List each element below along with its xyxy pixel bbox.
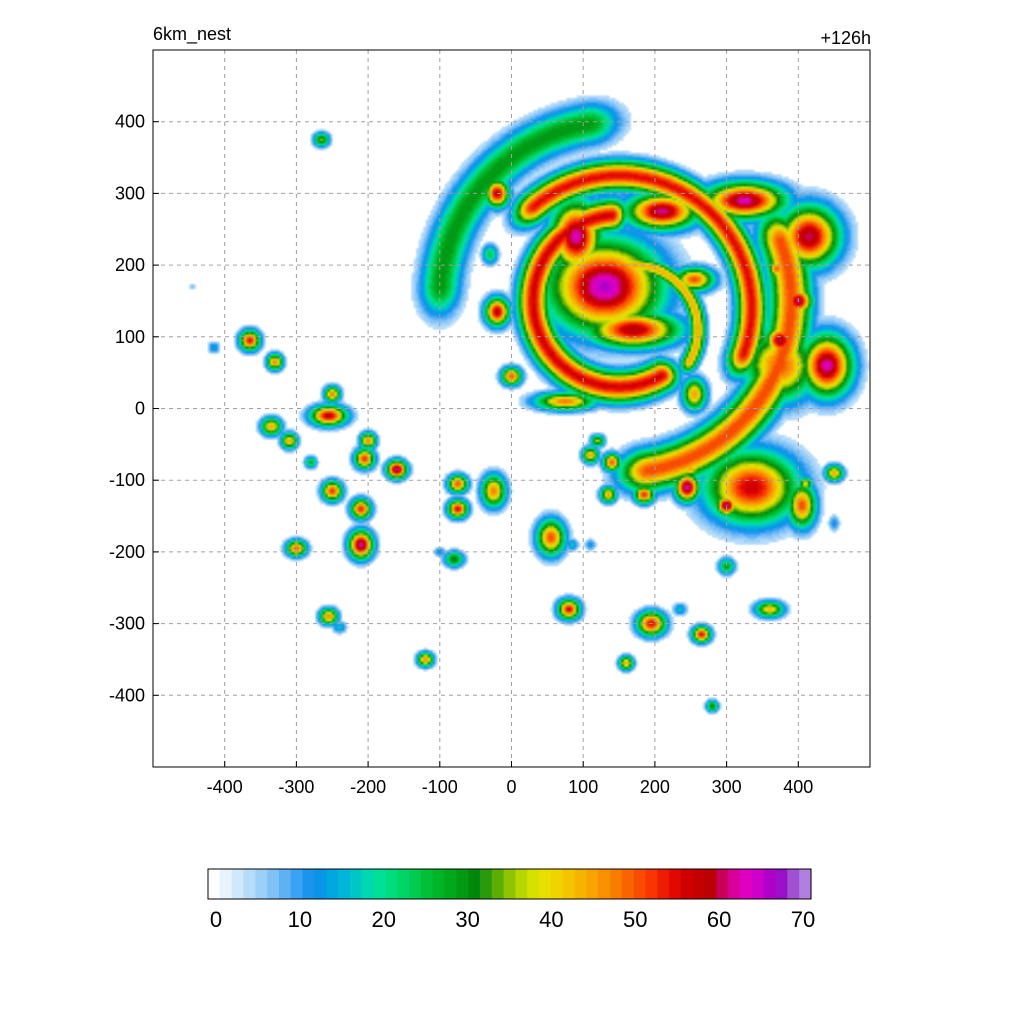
colorbar-swatch-20 bbox=[444, 869, 457, 899]
y-tick-label-0: 400 bbox=[115, 112, 145, 132]
colorbar-swatch-39 bbox=[669, 869, 682, 899]
y-tick-label-4: 0 bbox=[135, 399, 145, 419]
colorbar-swatch-8 bbox=[302, 869, 316, 899]
colorbar-swatch-10 bbox=[326, 869, 339, 899]
colorbar-swatch-2 bbox=[231, 869, 245, 899]
x-tick-label-7: 300 bbox=[712, 777, 742, 797]
colorbar-swatch-16 bbox=[397, 869, 410, 899]
y-tick-label-7: -300 bbox=[109, 614, 145, 634]
colorbar-swatch-4 bbox=[255, 869, 268, 899]
colorbar-swatch-9 bbox=[314, 869, 327, 899]
colorbar-swatch-12 bbox=[349, 869, 363, 899]
colorbar-swatch-31 bbox=[574, 869, 587, 899]
reflectivity-field bbox=[153, 50, 870, 767]
colorbar-label-1: 10 bbox=[288, 907, 312, 932]
colorbar-frame bbox=[207, 868, 812, 900]
colorbar-label-0: 0 bbox=[210, 907, 222, 932]
colorbar-swatch-6 bbox=[278, 869, 292, 899]
colorbar-swatch-32 bbox=[586, 869, 599, 899]
x-axis: -400 -300 -200 -100 0 100 200 300 400 bbox=[207, 761, 813, 797]
colorbar-swatch-33 bbox=[598, 869, 611, 899]
colorbar-swatch-19 bbox=[432, 869, 446, 899]
colorbar-swatch-48 bbox=[775, 869, 788, 899]
colorbar-swatch-44 bbox=[728, 869, 741, 899]
colorbar-label-2: 20 bbox=[371, 907, 395, 932]
colorbar-swatch-24 bbox=[491, 869, 505, 899]
colorbar-swatch-37 bbox=[645, 869, 658, 899]
x-tick-label-4: 0 bbox=[506, 777, 516, 797]
colorbar-swatch-41 bbox=[692, 869, 706, 899]
colorbar-swatch-46 bbox=[751, 869, 765, 899]
colorbar-swatch-7 bbox=[290, 869, 304, 899]
y-tick-label-5: -100 bbox=[109, 470, 145, 490]
colorbar-label-6: 60 bbox=[707, 907, 731, 932]
colorbar-swatch-50 bbox=[799, 869, 812, 899]
y-tick-label-1: 300 bbox=[115, 183, 145, 203]
colorbar-swatch-3 bbox=[243, 869, 256, 899]
colorbar-swatch-38 bbox=[657, 869, 670, 899]
x-tick-label-1: -300 bbox=[278, 777, 314, 797]
colorbar-swatch-25 bbox=[503, 869, 517, 899]
y-tick-label-2: 200 bbox=[115, 255, 145, 275]
colorbar-swatch-30 bbox=[562, 869, 576, 899]
y-tick-label-3: 100 bbox=[115, 327, 145, 347]
colorbar-swatch-22 bbox=[468, 869, 481, 899]
colorbar-swatch-26 bbox=[515, 869, 528, 899]
x-tick-label-3: -100 bbox=[422, 777, 458, 797]
colorbar-swatch-5 bbox=[267, 869, 280, 899]
colorbar-swatch-14 bbox=[373, 869, 386, 899]
colorbar-swatch-35 bbox=[621, 869, 635, 899]
colorbar-swatch-1 bbox=[219, 869, 233, 899]
colorbar: 0 10 20 30 40 50 60 70 bbox=[207, 868, 815, 932]
colorbar-label-3: 30 bbox=[455, 907, 479, 932]
colorbar-swatch-42 bbox=[704, 869, 718, 899]
colorbar-swatch-28 bbox=[539, 869, 552, 899]
colorbar-swatch-40 bbox=[680, 869, 694, 899]
colorbar-swatch-0 bbox=[208, 869, 221, 899]
colorbar-label-5: 50 bbox=[623, 907, 647, 932]
x-tick-label-0: -400 bbox=[207, 777, 243, 797]
y-axis: 400 300 200 100 0 -100 -200 -300 -400 bbox=[109, 112, 159, 705]
x-tick-label-2: -200 bbox=[350, 777, 386, 797]
plot-title: 6km_nest bbox=[153, 24, 231, 45]
colorbar-swatch-23 bbox=[479, 869, 493, 899]
colorbar-swatch-17 bbox=[409, 869, 422, 899]
colorbar-swatch-47 bbox=[763, 869, 777, 899]
colorbar-swatch-15 bbox=[385, 869, 398, 899]
x-tick-label-8: 400 bbox=[783, 777, 813, 797]
colorbar-swatch-43 bbox=[716, 869, 729, 899]
colorbar-swatch-18 bbox=[420, 869, 434, 899]
colorbar-swatch-21 bbox=[456, 869, 469, 899]
colorbar-label-7: 70 bbox=[791, 907, 815, 932]
colorbar-swatch-34 bbox=[610, 869, 623, 899]
y-tick-label-6: -200 bbox=[109, 542, 145, 562]
colorbar-swatch-29 bbox=[550, 869, 564, 899]
forecast-hour-label: +126h bbox=[820, 28, 871, 48]
colorbar-swatch-13 bbox=[361, 869, 375, 899]
colorbar-label-4: 40 bbox=[539, 907, 563, 932]
colorbar-swatch-11 bbox=[338, 869, 351, 899]
colorbar-swatch-45 bbox=[740, 869, 753, 899]
colorbar-swatch-27 bbox=[527, 869, 540, 899]
colorbar-swatch-49 bbox=[787, 869, 800, 899]
colorbar-swatch-36 bbox=[633, 869, 647, 899]
x-tick-label-5: 100 bbox=[568, 777, 598, 797]
x-tick-label-6: 200 bbox=[640, 777, 670, 797]
y-tick-label-8: -400 bbox=[109, 685, 145, 705]
